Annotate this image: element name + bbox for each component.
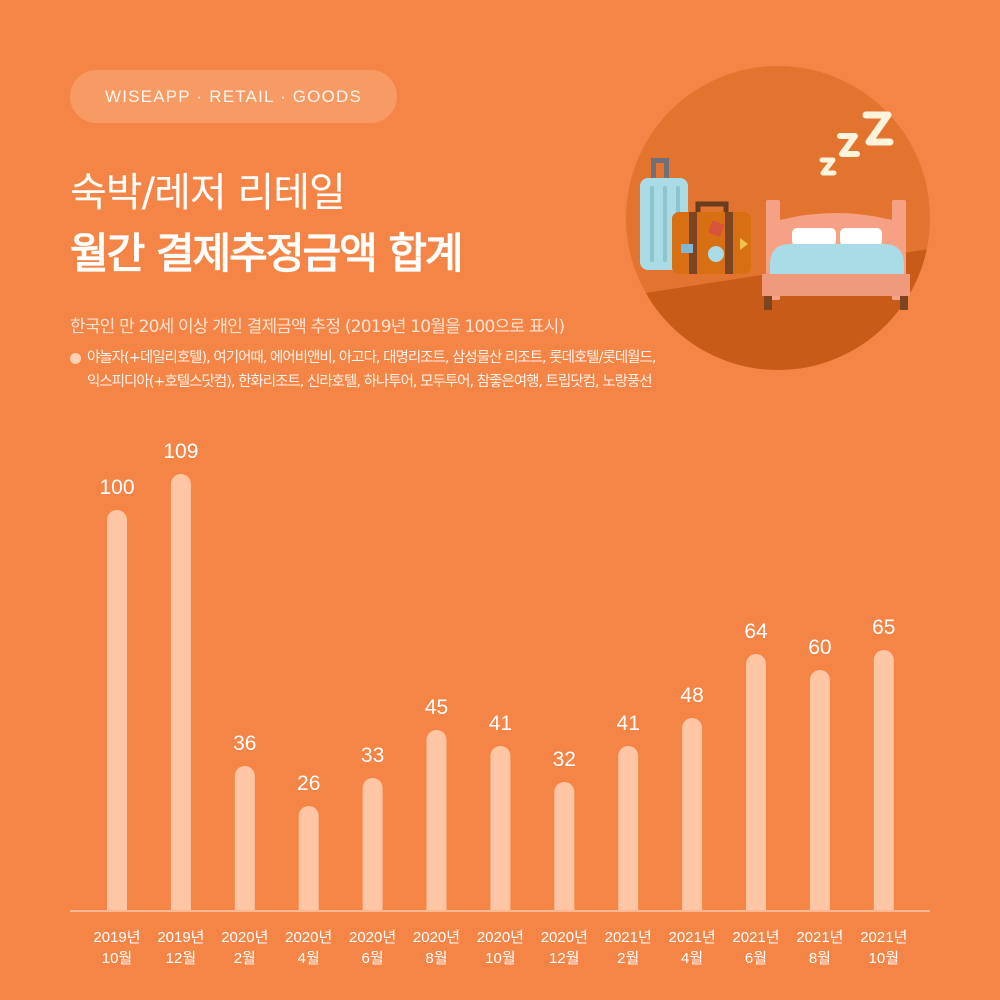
x-tick-label: 8월 bbox=[425, 950, 447, 967]
data-label: 36 bbox=[233, 732, 256, 755]
x-tick-label: 2021년 bbox=[796, 929, 843, 946]
data-label: 45 bbox=[425, 696, 448, 719]
bar bbox=[682, 718, 703, 910]
x-tick-label: 2021년 bbox=[669, 929, 716, 946]
data-label: 26 bbox=[297, 772, 320, 795]
bar bbox=[426, 730, 447, 910]
category-tag: WISEAPP · RETAIL · GOODS bbox=[70, 70, 397, 123]
data-label: 33 bbox=[361, 744, 384, 767]
data-label: 100 bbox=[99, 476, 134, 499]
bag-icon bbox=[672, 201, 751, 274]
data-label: 41 bbox=[617, 712, 640, 735]
data-label: 41 bbox=[489, 712, 512, 735]
x-tick-label: 12월 bbox=[166, 950, 197, 967]
bar bbox=[746, 654, 766, 910]
x-tick-label: 2021년 bbox=[605, 929, 652, 946]
x-tick-label: 2020년 bbox=[221, 929, 268, 946]
x-tick-label: 2019년 bbox=[93, 929, 140, 946]
bar bbox=[298, 806, 319, 910]
x-tick-label: 2020년 bbox=[349, 929, 396, 946]
x-tick-label: 2020년 bbox=[541, 929, 588, 946]
data-label: 48 bbox=[680, 684, 703, 707]
bar bbox=[234, 766, 255, 910]
bar bbox=[107, 510, 127, 910]
bullet-dot bbox=[70, 353, 81, 364]
bar bbox=[362, 778, 383, 910]
x-tick-label: 2월 bbox=[617, 950, 639, 967]
note-line: 익스피디아(+호텔스닷컴), 한화리조트, 신라호텔, 하나투어, 모두투어, … bbox=[87, 374, 653, 390]
x-tick-label: 2019년 bbox=[157, 929, 204, 946]
x-tick-label: 10월 bbox=[102, 950, 133, 967]
x-tick-label: 8월 bbox=[809, 950, 831, 967]
bar bbox=[809, 670, 830, 910]
data-label: 65 bbox=[872, 616, 895, 639]
chart-subtitle: 한국인 만 20세 이상 개인 결제금액 추정 (2019년 10월을 100으… bbox=[70, 317, 565, 337]
x-tick-label: 2020년 bbox=[413, 929, 460, 946]
bar bbox=[873, 650, 894, 910]
x-tick-label: 10월 bbox=[869, 950, 900, 967]
x-tick-label: 4월 bbox=[298, 950, 320, 967]
data-label: 60 bbox=[808, 636, 831, 659]
x-tick-label: 12월 bbox=[549, 950, 580, 967]
x-tick-label: 2020년 bbox=[477, 929, 524, 946]
bed-icon bbox=[762, 200, 910, 310]
x-tick-label: 6월 bbox=[745, 950, 767, 967]
bar bbox=[170, 474, 191, 910]
data-label: 64 bbox=[744, 620, 768, 643]
page-title-bold: 월간 결제추정금액 합계 bbox=[70, 229, 464, 278]
x-tick-label: 2021년 bbox=[732, 929, 779, 946]
bar bbox=[618, 746, 639, 910]
data-label: 32 bbox=[553, 748, 576, 771]
x-tick-label: 4월 bbox=[681, 950, 703, 967]
sleep-zzz-icon bbox=[819, 111, 894, 176]
bar bbox=[554, 782, 575, 910]
page-title: 숙박/레저 리테일 bbox=[70, 170, 346, 216]
note-line: 야놀자(+데일리호텔), 여기어때, 에어비앤비, 아고다, 대명리조트, 삼성… bbox=[87, 350, 656, 366]
x-tick-label: 10월 bbox=[485, 950, 516, 967]
bar bbox=[490, 746, 511, 910]
service-list-note: 야놀자(+데일리호텔), 여기어때, 에어비앤비, 아고다, 대명리조트, 삼성… bbox=[70, 346, 760, 394]
x-tick-label: 2020년 bbox=[285, 929, 332, 946]
x-tick-label: 2월 bbox=[234, 950, 256, 967]
x-tick-label: 6월 bbox=[362, 950, 384, 967]
x-tick-label: 2021년 bbox=[860, 929, 907, 946]
data-label: 109 bbox=[163, 440, 198, 463]
